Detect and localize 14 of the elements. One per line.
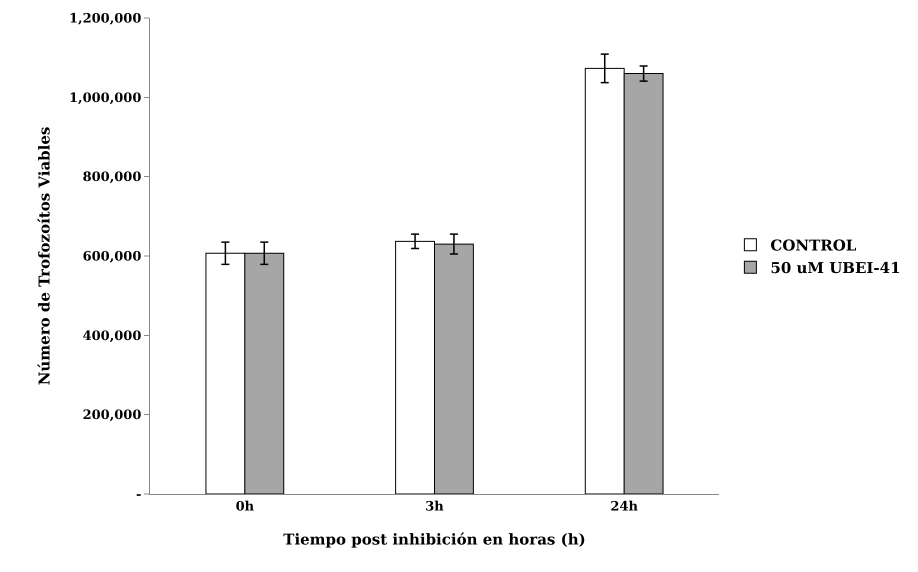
x-axis-title: Tiempo post inhibición en horas (h)	[283, 530, 586, 549]
x-tick-label: 3h	[425, 500, 444, 515]
y-tick-label: 1,200,000	[69, 12, 142, 27]
x-tick-label: 0h	[236, 500, 255, 515]
y-tick-label: 800,000	[82, 170, 142, 186]
y-tick-label: -	[136, 488, 142, 503]
y-tick-label: 200,000	[82, 408, 142, 424]
y-axis-title: Número de Trofozoítos Viables	[35, 126, 54, 386]
legend-label: 50 uM UBEI-41	[770, 259, 901, 278]
y-tick-label: 1,000,000	[69, 90, 142, 106]
x-tick-label: 24h	[610, 500, 638, 515]
legend-label: CONTROL	[770, 236, 857, 255]
y-tick-label: 600,000	[82, 250, 142, 265]
y-tick-label: 400,000	[82, 328, 142, 344]
